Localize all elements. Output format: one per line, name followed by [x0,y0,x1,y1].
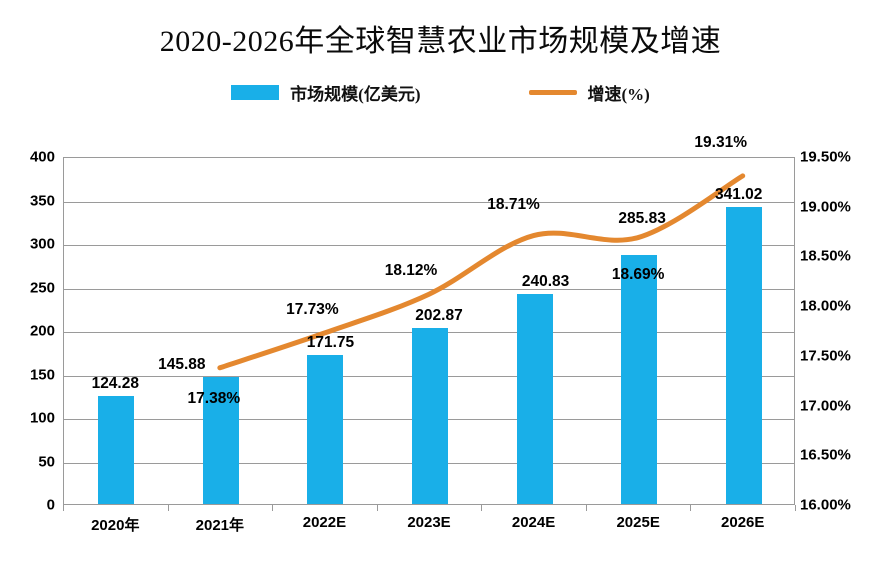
y-axis-right-tick-label: 17.00% [800,397,851,415]
x-axis-tick-label: 2024E [511,514,556,531]
legend-item-label: 市场规模(亿美元) [290,85,421,104]
bar-value-label: 145.88 [158,356,206,374]
legend-item-growth-rate[interactable]: 增速(%) [528,80,650,105]
y-axis-left-tick-label: 350 [29,192,55,209]
bar[interactable] [98,395,135,504]
x-axis-tick-mark [63,505,64,511]
x-axis-tick-label: 2022E [302,514,347,531]
bar-value-label: 341.02 [714,186,763,204]
legend-item-label: 增速(%) [587,85,650,104]
x-axis-tick-label: 2025E [616,514,660,531]
y-axis-right-tick-label: 19.00% [800,198,851,216]
gridline [64,201,794,203]
growth-rate-label: 18.69% [611,265,665,283]
y-axis-right-tick-label: 16.50% [800,446,851,464]
chart-title: 2020-2026年全球智慧农业市场规模及增速 [159,25,722,58]
y-axis-right: 16.00% 16.50% 17.00% 17.50% 18.00% 18.50% 19.0… [800,149,881,514]
y-axis-right-tick-label: 18.00% [800,297,851,315]
x-axis-tick-label: 2026E [721,514,765,531]
bar-value-label: 124.28 [91,374,139,392]
y-axis-right-tick-label: 18.50% [800,247,851,265]
bar[interactable] [621,255,658,504]
gridline [64,288,794,290]
x-axis-tick-mark [690,505,692,511]
y-axis-left-tick-label: 0 [46,496,55,514]
y-axis-right-tick-label: 19.50% [800,148,851,166]
plot-area [63,157,795,505]
x-axis-tick-mark [585,505,587,511]
x-axis-tick-mark [481,505,483,511]
bar[interactable] [725,207,762,504]
x-axis-tick-mark [795,505,796,511]
x-axis-tick-mark [376,505,378,511]
legend-item-market-size[interactable]: 市场规模(亿美元) [231,80,421,105]
x-axis-tick-label: 2023E [407,514,451,531]
bar[interactable] [412,327,448,504]
y-axis-right-tick-label: 16.00% [800,496,851,514]
bar[interactable] [202,377,239,504]
bar[interactable] [307,354,344,504]
y-axis-left-tick-label: 400 [29,148,55,166]
bar-value-label: 202.87 [415,306,463,324]
growth-rate-label: 18.71% [487,195,540,213]
bar-value-label: 171.75 [306,333,355,351]
bar-value-label: 240.83 [521,273,570,291]
x-axis-tick-label: 2021年 [195,517,245,534]
y-axis-left-tick-label: 200 [29,322,55,340]
growth-rate-label: 18.12% [384,262,438,280]
growth-rate-label: 19.31% [694,133,747,151]
gridline [64,245,794,246]
bar[interactable] [516,294,553,504]
y-axis-left-tick-label: 300 [29,235,55,253]
y-axis-right-tick-label: 17.50% [800,347,851,365]
y-axis-left: 0 50 100 150 200 250 300 350 400 [0,149,55,514]
bar-swatch-icon [231,85,280,100]
y-axis-left-tick-label: 150 [29,366,55,383]
x-axis-tick-label: 2020年 [91,517,140,534]
bar-value-label: 285.83 [618,210,666,228]
x-axis-tick-mark [272,505,274,511]
line-swatch-icon [528,90,577,95]
y-axis-left-tick-label: 250 [29,279,55,296]
chart-legend: 市场规模(亿美元) 增速(%) [0,80,881,105]
growth-rate-label: 17.73% [286,300,339,318]
y-axis-left-tick-label: 100 [29,409,55,427]
x-axis-tick-mark [167,505,169,511]
growth-rate-label: 17.38% [187,389,241,407]
y-axis-left-tick-label: 50 [38,453,55,470]
